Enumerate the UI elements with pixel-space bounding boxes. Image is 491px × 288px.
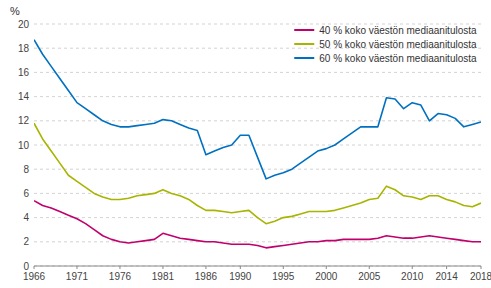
grid-line [34,193,481,194]
y-tick-label: 6 [23,188,29,199]
x-tick-label: 1981 [152,271,175,282]
grid-line [34,241,481,242]
chart-svg: 02468101214161820%1966197119761981198619… [0,0,491,288]
x-tick-label: 2000 [315,271,338,282]
legend: 40 % koko väestön mediaanitulosta 50 % ko… [294,25,477,64]
x-tick-label: 1990 [229,271,252,282]
chart-container: 02468101214161820%1966197119761981198619… [0,0,491,288]
y-tick-label: 8 [23,164,29,175]
series-line [34,40,481,179]
x-tick-label: 1986 [195,271,218,282]
x-tick [326,266,327,269]
x-tick-label: 1971 [66,271,89,282]
x-tick [162,266,163,269]
x-tick [369,266,370,269]
series-line [34,201,481,248]
legend-swatch [294,57,314,59]
x-tick [240,266,241,269]
grid-line [34,145,481,146]
x-tick [481,266,482,269]
y-tick-label: 18 [18,43,30,54]
series-line [34,123,481,223]
legend-label: 60 % koko väestön mediaanitulosta [319,53,477,64]
x-tick [446,266,447,269]
x-tick [34,266,35,269]
y-axis: 0 2 4 6 8 10 12 14 16 18 20 [18,19,30,272]
x-axis: 1966 1971 1976 1981 1986 1990 1995 2000 2005 2010… [23,266,491,282]
x-tick-label: 1976 [109,271,132,282]
y-axis-label: % [10,5,20,17]
grid-line [34,72,481,73]
legend-swatch [294,43,314,45]
x-tick-label: 2005 [358,271,381,282]
x-tick-label: 2014 [435,271,458,282]
legend-item: 60 % koko väestön mediaanitulosta [294,53,477,64]
lines [34,40,481,248]
x-axis-line [34,266,481,267]
x-tick [119,266,120,269]
legend-item: 40 % koko väestön mediaanitulosta [294,25,477,36]
x-tick-label: 2010 [401,271,424,282]
x-tick [412,266,413,269]
x-tick-label: 1966 [23,271,46,282]
legend-label: 40 % koko väestön mediaanitulosta [319,25,477,36]
y-tick-label: 0 [23,261,29,272]
grid-line [34,169,481,170]
y-grid [34,24,481,266]
x-tick [76,266,77,269]
y-tick-label: 4 [23,212,29,223]
legend-item: 50 % koko väestön mediaanitulosta [294,39,477,50]
x-tick [205,266,206,269]
y-tick-label: 20 [18,19,30,30]
grid-line [34,96,481,97]
y-tick-label: 2 [23,236,29,247]
y-tick-label: 10 [18,140,30,151]
x-tick-label: 1995 [272,271,295,282]
y-tick-label: 16 [18,67,30,78]
x-tick [283,266,284,269]
legend-swatch [294,29,314,31]
y-tick-label: 14 [18,91,30,102]
y-tick-label: 12 [18,115,30,126]
grid-line [34,266,481,267]
x-tick-label: 2018 [470,271,491,282]
legend-label: 50 % koko väestön mediaanitulosta [319,39,477,50]
